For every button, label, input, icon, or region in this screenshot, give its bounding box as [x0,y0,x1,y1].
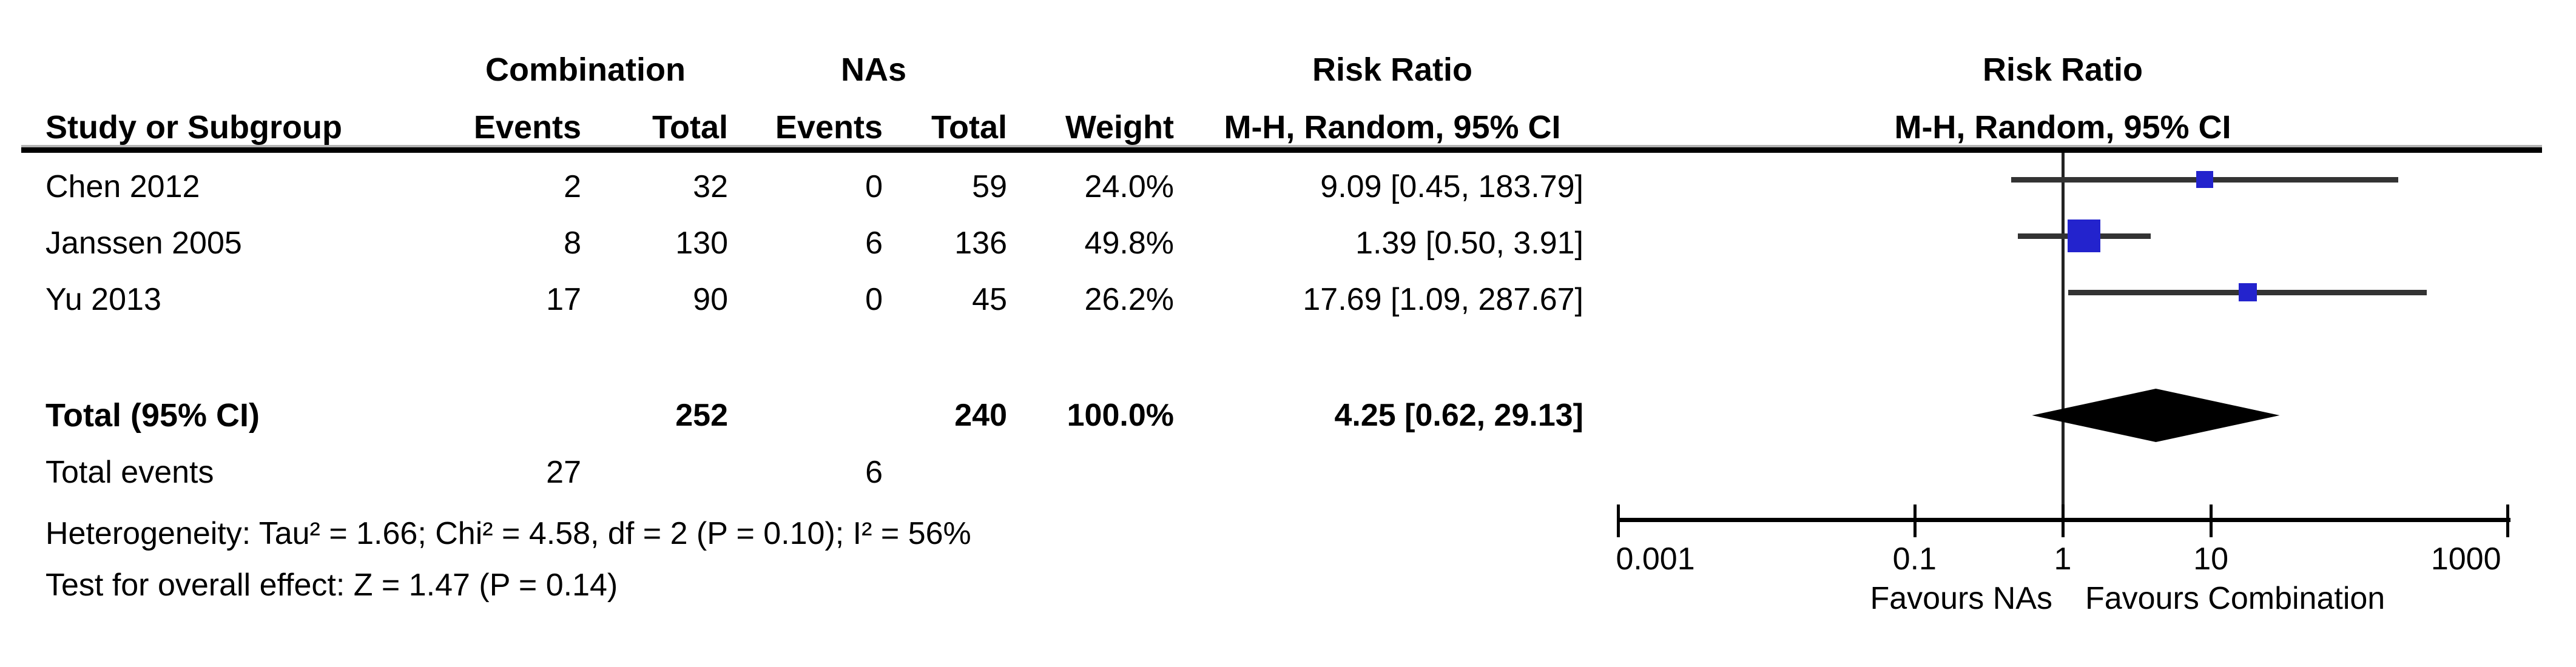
col-header-weight: Weight [1065,109,1174,146]
cell-weight: 26.2% [1084,282,1174,317]
effect-square [2067,220,2100,252]
col-header-total-combination: Total [652,109,728,146]
total-events-combination: 27 [546,455,581,490]
col-header-total-nas: Total [931,109,1007,146]
total-nas: 240 [954,398,1007,433]
cell-events-nas: 0 [865,169,883,204]
col-header-mh-ci-text: M-H, Random, 95% CI [1224,109,1561,146]
cell-total-nas: 45 [972,282,1007,317]
cell-risk-ratio-ci: 1.39 [0.50, 3.91] [1355,226,1583,261]
axis-tick [2062,504,2065,537]
cell-total-combination: 32 [693,169,728,204]
cell-events-combination: 17 [546,282,581,317]
total-combination: 252 [675,398,728,433]
col-header-events-combination: Events [473,109,581,146]
favours-right-label: Favours Combination [2085,581,2385,616]
cell-total-nas: 136 [954,226,1007,261]
axis-tick-label: 0.1 [1892,541,1937,577]
axis-tick [2210,504,2213,537]
header-rule-highlight [21,145,2542,147]
total-events-label: Total events [46,455,214,490]
col-group-nas: NAs [840,52,907,88]
effect-square [2196,171,2214,188]
axis-tick-label: 10 [2193,541,2229,577]
cell-total-nas: 59 [972,169,1007,204]
axis-tick-label: 1000 [2430,541,2501,577]
overall-effect-stats: Test for overall effect: Z = 1.47 (P = 0… [46,568,618,603]
cell-total-combination: 90 [693,282,728,317]
cell-events-nas: 0 [865,282,883,317]
cell-events-combination: 2 [564,169,581,204]
total-row-label: Total (95% CI) [46,397,260,434]
col-header-study: Study or Subgroup [46,109,342,146]
axis-tick [2506,504,2509,537]
effect-square [2238,283,2257,301]
cell-weight: 49.8% [1084,226,1174,261]
axis-tick-label: 0.001 [1616,541,1695,577]
total-events-nas: 6 [865,455,883,490]
total-risk-ratio-ci: 4.25 [0.62, 29.13] [1334,398,1583,433]
col-header-events-nas: Events [775,109,883,146]
cell-risk-ratio-ci: 9.09 [0.45, 183.79] [1320,169,1583,204]
favours-left-label: Favours NAs [1870,581,2052,616]
col-header-mh-ci-plot: M-H, Random, 95% CI [1894,109,2231,146]
header-rule [21,147,2542,153]
study-label: Yu 2013 [46,282,161,317]
axis-tick-label: 1 [2054,541,2072,577]
pooled-diamond [2032,389,2280,442]
cell-weight: 24.0% [1084,169,1174,204]
heterogeneity-stats: Heterogeneity: Tau² = 1.66; Chi² = 4.58,… [46,516,971,551]
total-weight: 100.0% [1067,398,1174,433]
study-label: Chen 2012 [46,169,200,204]
axis-tick [1617,504,1620,537]
risk-ratio-plot-title: Risk Ratio [1982,52,2143,88]
cell-total-combination: 130 [675,226,728,261]
risk-ratio-text-title: Risk Ratio [1312,52,1473,88]
cell-events-nas: 6 [865,226,883,261]
col-group-combination: Combination [485,52,686,88]
axis-tick [1913,504,1917,537]
cell-risk-ratio-ci: 17.69 [1.09, 287.67] [1303,282,1583,317]
no-effect-line [2062,153,2065,520]
study-label: Janssen 2005 [46,226,242,261]
cell-events-combination: 8 [564,226,581,261]
